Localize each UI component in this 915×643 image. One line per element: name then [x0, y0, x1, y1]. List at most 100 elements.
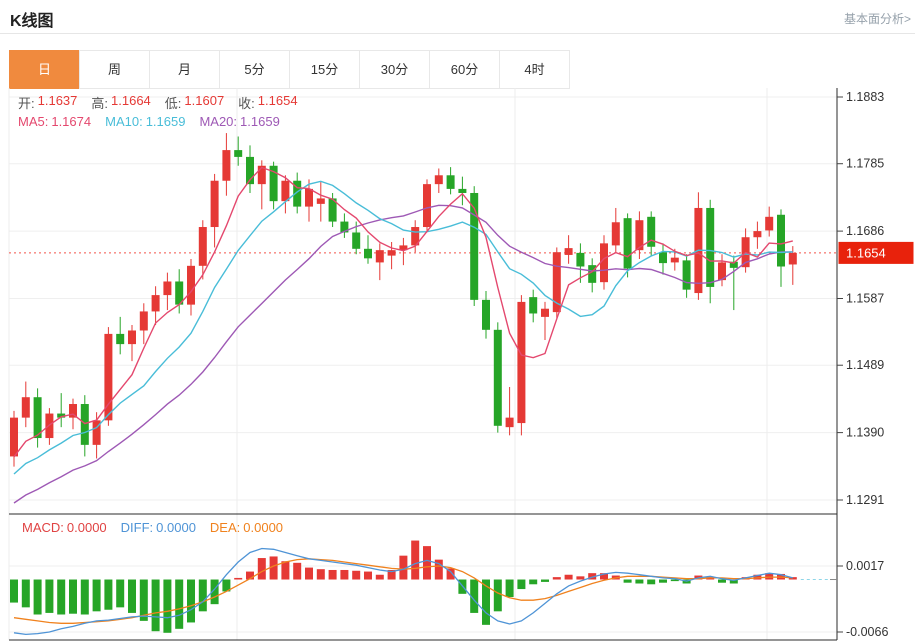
macd-bar [257, 558, 266, 580]
macd-bar [411, 540, 420, 580]
macd-bar [600, 573, 608, 580]
candle-body [187, 265, 195, 305]
macd-bar [375, 574, 384, 580]
candle-body [493, 329, 502, 426]
macd-bar [128, 579, 136, 613]
candle-body [635, 220, 644, 251]
candle-body [765, 216, 774, 231]
candle-body [328, 198, 337, 222]
macd-bar [234, 577, 243, 580]
macd-bar [364, 571, 372, 580]
candle-body [552, 252, 561, 313]
macd-bar [423, 546, 431, 580]
candle-body [57, 413, 66, 418]
candle-body [611, 222, 620, 246]
macd-legend: MACD: 0.0000 DIFF: 0.0000 DEA: 0.0000 [22, 520, 297, 535]
macd-bar [541, 579, 549, 582]
candle-body [128, 330, 136, 345]
macd-bar [482, 579, 490, 625]
candle-body [706, 207, 715, 287]
candle-body [718, 262, 726, 281]
y-axis-label: 1.1390 [846, 426, 884, 440]
open-value: 1.1637 [37, 93, 78, 108]
macd-bar [777, 573, 785, 580]
macd-bar [104, 579, 113, 610]
tab-interval-2[interactable]: 月 [149, 50, 220, 89]
tab-interval-6[interactable]: 60分 [429, 50, 500, 89]
macd-bar [611, 575, 620, 580]
macd-bar [434, 559, 443, 580]
low-value: 1.1607 [184, 93, 225, 108]
macd-bar [352, 570, 361, 580]
high-value: 1.1664 [111, 93, 151, 108]
macd-bar [753, 574, 762, 580]
macd-bar [163, 579, 172, 633]
tab-interval-4[interactable]: 15分 [289, 50, 360, 89]
ma5-label: MA5: [18, 114, 49, 129]
tab-interval-5[interactable]: 30分 [359, 50, 430, 89]
macd-bar [316, 569, 325, 580]
macd-bar [623, 579, 632, 583]
ma20-label: MA20: [199, 114, 238, 129]
candle-body [753, 231, 762, 238]
tab-interval-7[interactable]: 4时 [499, 50, 570, 89]
macd-bar [139, 579, 148, 621]
diff-line [13, 547, 793, 636]
macd-bar [21, 579, 30, 608]
candle-body [505, 417, 514, 428]
candle-body [588, 265, 597, 283]
candle-body [541, 308, 549, 317]
candle-body [21, 397, 30, 418]
candle-body [647, 216, 656, 247]
dea-line [13, 558, 793, 624]
diff-value: 0.0000 [156, 520, 196, 535]
candle-body [364, 248, 372, 259]
macd-bar [670, 579, 679, 582]
close-label: 收: [238, 96, 255, 111]
macd-bar [659, 579, 667, 583]
macd-bar [269, 556, 278, 580]
ma10-value: 1.1659 [145, 114, 186, 129]
candle-body [210, 180, 219, 228]
tab-interval-1[interactable]: 周 [79, 50, 150, 89]
candle-body [434, 175, 443, 185]
macd-bar [10, 579, 18, 603]
candle-body [517, 301, 526, 424]
macd-bar [576, 576, 585, 580]
candle-body [411, 227, 420, 246]
macd-bar [80, 579, 89, 615]
candle-body [670, 257, 679, 263]
current-price-box [838, 241, 914, 264]
candle-body [151, 295, 160, 312]
macd-bar [210, 579, 219, 605]
macd-bar [399, 555, 408, 580]
macd-bar [340, 569, 349, 580]
macd-bar [694, 575, 703, 580]
ma20-value: 1.1659 [240, 114, 280, 129]
fundamental-analysis-link[interactable]: 基本面分析> [843, 12, 911, 26]
candle-body [600, 243, 608, 283]
candle-body [234, 150, 243, 157]
macd-bar [69, 579, 77, 614]
y-axis-label: 1.1291 [846, 493, 884, 507]
ma5-value: 1.1674 [51, 114, 92, 129]
tab-interval-3[interactable]: 5分 [219, 50, 290, 89]
candle-body [576, 252, 585, 267]
candle-body [788, 252, 797, 265]
page-title: K线图 [10, 13, 54, 30]
candle-body [33, 397, 42, 439]
candle-body [423, 184, 431, 228]
candle-body [198, 227, 207, 266]
y-axis-label: 1.1785 [846, 157, 884, 171]
candle-body [257, 165, 266, 185]
candle-body [729, 261, 738, 268]
candle-body [387, 250, 396, 256]
macd-bar [198, 579, 207, 612]
candle-body [305, 188, 313, 207]
macd-bar [564, 574, 573, 580]
ma5-line [13, 166, 793, 458]
tab-interval-0[interactable]: 日 [9, 50, 80, 89]
macd-bar [151, 579, 160, 632]
macd-bar [458, 579, 467, 594]
macd-bar [647, 579, 656, 585]
